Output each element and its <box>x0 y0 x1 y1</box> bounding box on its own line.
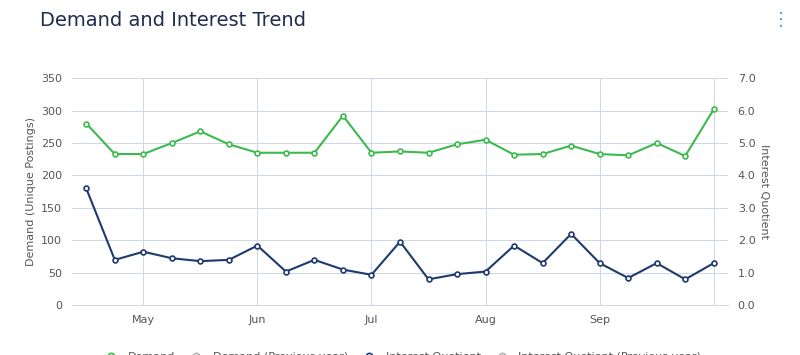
Y-axis label: Demand (Unique Postings): Demand (Unique Postings) <box>26 117 35 266</box>
Text: Demand and Interest Trend: Demand and Interest Trend <box>40 11 306 30</box>
Legend: Demand, Demand (Previous year), Interest Quotient, Interest Quotient (Previous y: Demand, Demand (Previous year), Interest… <box>98 352 702 355</box>
Text: ⋮: ⋮ <box>773 11 790 29</box>
Y-axis label: Interest Quotient: Interest Quotient <box>759 144 770 239</box>
